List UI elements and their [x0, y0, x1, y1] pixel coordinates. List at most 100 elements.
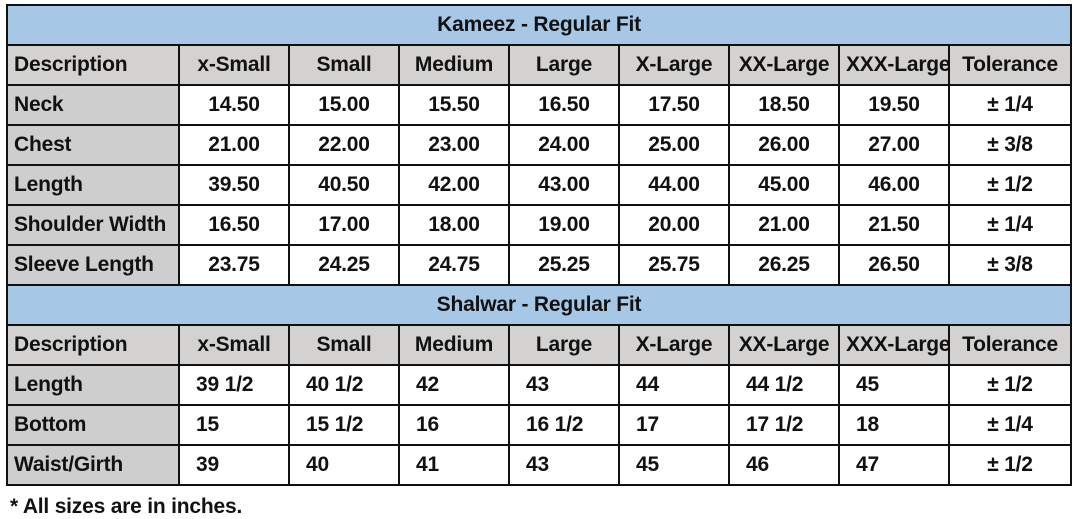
measurement-cell: 39.50: [178, 164, 290, 206]
column-header-size: Large: [508, 44, 620, 86]
measurement-cell: 18.00: [398, 204, 510, 246]
column-header-size: Tolerance: [947, 44, 1073, 86]
measurement-cell: 39: [178, 444, 290, 486]
size-chart-body: Kameez - Regular Fit Description x-Small Sm…: [5, 4, 1073, 486]
measurement-cell: 21.00: [728, 204, 840, 246]
measurement-cell: 40: [288, 444, 400, 486]
column-header-size: x-Small: [178, 44, 290, 86]
measurement-cell: 43.00: [508, 164, 620, 206]
measurement-cell: 45: [838, 364, 950, 406]
section-title: Kameez - Regular Fit: [5, 4, 1073, 46]
table-row: Waist/Girth 39 40 41 43 45 46 47 ± 1/2: [6, 444, 1073, 486]
measurement-cell: 25.00: [618, 124, 730, 166]
tolerance-cell: ± 3/8: [947, 244, 1073, 286]
row-label: Length: [6, 364, 180, 406]
measurement-cell: 21.00: [178, 124, 290, 166]
measurement-cell: 16.50: [178, 204, 290, 246]
tolerance-cell: ± 1/4: [947, 404, 1073, 446]
measurement-cell: 24.25: [288, 244, 400, 286]
measurement-cell: 40.50: [288, 164, 400, 206]
measurement-cell: 20.00: [618, 204, 730, 246]
measurement-cell: 40 1/2: [288, 364, 400, 406]
measurement-cell: 43: [508, 364, 620, 406]
measurement-cell: 25.25: [508, 244, 620, 286]
table-row: Length 39.50 40.50 42.00 43.00 44.00 45.00 46.0…: [6, 164, 1073, 206]
measurement-cell: 21.50: [838, 204, 950, 246]
tolerance-cell: ± 1/4: [947, 204, 1073, 246]
column-header-size: XXX-Large: [838, 324, 950, 366]
row-label: Waist/Girth: [6, 444, 180, 486]
measurement-cell: 17 1/2: [728, 404, 840, 446]
measurement-cell: 44 1/2: [728, 364, 840, 406]
table-row: Neck 14.50 15.00 15.50 16.50 17.50 18.50 19.50 ±…: [6, 84, 1073, 126]
tolerance-cell: ± 1/2: [947, 164, 1073, 206]
table-row: Sleeve Length 23.75 24.25 24.75 25.25 25.75 26…: [6, 244, 1073, 286]
measurement-cell: 46: [728, 444, 840, 486]
measurement-cell: 14.50: [178, 84, 290, 126]
measurement-cell: 16 1/2: [508, 404, 620, 446]
tolerance-cell: ± 3/8: [947, 124, 1073, 166]
measurement-cell: 43: [508, 444, 620, 486]
measurement-cell: 15 1/2: [288, 404, 400, 446]
column-header-size: Large: [508, 324, 620, 366]
tolerance-cell: ± 1/2: [947, 364, 1073, 406]
measurement-cell: 16.50: [508, 84, 620, 126]
measurement-cell: 42: [398, 364, 510, 406]
measurement-cell: 18: [838, 404, 950, 446]
column-header-size: Medium: [398, 44, 510, 86]
column-header-size: XX-Large: [728, 44, 840, 86]
measurement-cell: 17.50: [618, 84, 730, 126]
column-header-size: Small: [288, 44, 400, 86]
table-row: Chest 21.00 22.00 23.00 24.00 25.00 26.00 27.00…: [6, 124, 1073, 166]
measurement-cell: 19.00: [508, 204, 620, 246]
column-header-row: Description x-Small Small Medium Large X-Larg…: [6, 44, 1073, 86]
measurement-cell: 17.00: [288, 204, 400, 246]
measurement-cell: 19.50: [838, 84, 950, 126]
measurement-cell: 39 1/2: [178, 364, 290, 406]
measurement-cell: 46.00: [838, 164, 950, 206]
measurement-cell: 23.00: [398, 124, 510, 166]
column-header-size: XXX-Large: [838, 44, 950, 86]
measurement-cell: 24.75: [398, 244, 510, 286]
column-header-size: X-Large: [618, 324, 730, 366]
row-label: Bottom: [6, 404, 180, 446]
measurement-cell: 24.00: [508, 124, 620, 166]
column-header-size: Medium: [398, 324, 510, 366]
measurement-cell: 47: [838, 444, 950, 486]
column-header-description: Description: [6, 44, 180, 86]
table-row: Shoulder Width 16.50 17.00 18.00 19.00 20.00 2…: [6, 204, 1073, 246]
measurement-cell: 15.50: [398, 84, 510, 126]
measurement-cell: 26.00: [728, 124, 840, 166]
measurement-cell: 18.50: [728, 84, 840, 126]
tolerance-cell: ± 1/2: [947, 444, 1073, 486]
measurement-cell: 16: [398, 404, 510, 446]
measurement-cell: 27.00: [838, 124, 950, 166]
footnote: * All sizes are in inches.: [10, 495, 243, 518]
measurement-cell: 15: [178, 404, 290, 446]
section-banner-row: Kameez - Regular Fit: [5, 4, 1073, 46]
column-header-size: x-Small: [178, 324, 290, 366]
size-chart-table: Kameez - Regular Fit Description x-Small Sm…: [5, 4, 1073, 486]
measurement-cell: 45.00: [728, 164, 840, 206]
measurement-cell: 44: [618, 364, 730, 406]
table-row: Bottom 15 15 1/2 16 16 1/2 17 17 1/2 18 ± 1/4: [6, 404, 1073, 446]
row-label: Sleeve Length: [6, 244, 180, 286]
column-header-size: XX-Large: [728, 324, 840, 366]
tolerance-cell: ± 1/4: [947, 84, 1073, 126]
table-row: Length 39 1/2 40 1/2 42 43 44 44 1/2 45 ± 1/2: [6, 364, 1073, 406]
measurement-cell: 41: [398, 444, 510, 486]
section-banner-row: Shalwar - Regular Fit: [5, 284, 1073, 326]
measurement-cell: 23.75: [178, 244, 290, 286]
column-header-size: Tolerance: [947, 324, 1073, 366]
measurement-cell: 26.25: [728, 244, 840, 286]
column-header-size: Small: [288, 324, 400, 366]
measurement-cell: 25.75: [618, 244, 730, 286]
measurement-cell: 42.00: [398, 164, 510, 206]
measurement-cell: 44.00: [618, 164, 730, 206]
measurement-cell: 15.00: [288, 84, 400, 126]
row-label: Length: [6, 164, 180, 206]
measurement-cell: 26.50: [838, 244, 950, 286]
row-label: Shoulder Width: [6, 204, 180, 246]
row-label: Neck: [6, 84, 180, 126]
